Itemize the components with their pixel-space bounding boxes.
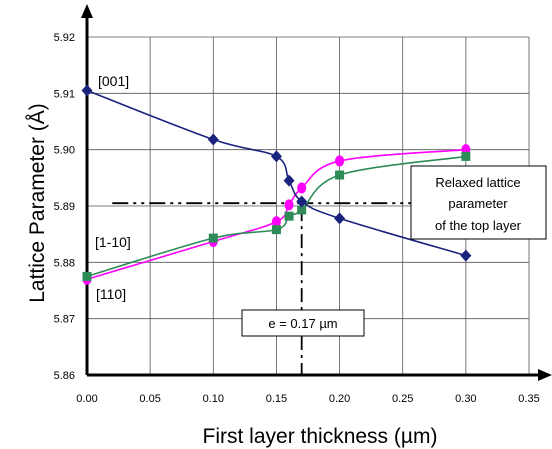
data-point-1-10: [297, 205, 307, 215]
data-point-001: [296, 195, 308, 208]
y-tick-label: 5.92: [54, 32, 75, 44]
series-label-1-10: [1-10]: [95, 234, 131, 250]
thickness-box: [241, 309, 365, 337]
x-tick-label: 0.05: [139, 393, 160, 405]
data-point-001: [460, 249, 472, 262]
y-tick-label: 5.86: [54, 370, 75, 382]
x-axis-title: First layer thickness (µm): [203, 425, 438, 448]
data-point-1-10: [208, 233, 218, 243]
y-tick-label: 5.89: [54, 201, 75, 213]
y-tick-label: 5.90: [54, 145, 75, 157]
data-point-110: [284, 199, 294, 211]
y-axis-title: Lattice Parameter (Å): [26, 103, 49, 303]
relaxed-lattice-box: [410, 165, 547, 240]
x-axis-arrow: [538, 369, 552, 381]
axes: [81, 4, 552, 381]
relaxed-lattice-annotation: Relaxed lattice parameter of the top lay…: [410, 165, 547, 240]
data-point-1-10: [284, 211, 294, 221]
data-series: [81, 84, 472, 285]
x-tick-label: 0.35: [518, 393, 539, 405]
x-tick-label: 0.10: [203, 393, 224, 405]
data-point-1-10: [271, 225, 281, 235]
data-point-001: [270, 150, 282, 163]
data-point-1-10: [335, 170, 345, 180]
x-tick-label: 0.15: [266, 393, 287, 405]
data-point-110: [271, 216, 281, 228]
relaxed-lattice-line-2: parameter: [448, 196, 508, 211]
data-point-001: [81, 84, 93, 97]
data-point-001: [207, 133, 219, 146]
y-tick-label: 5.88: [54, 257, 75, 269]
x-tick-label: 0.00: [76, 393, 97, 405]
data-point-001: [334, 212, 346, 225]
data-point-001: [283, 174, 295, 187]
y-tick-label: 5.91: [54, 88, 75, 100]
series-label-001: [001]: [98, 73, 129, 89]
thickness-label: e = 0.17 µm: [268, 316, 337, 331]
series-label-110: [110]: [96, 286, 126, 302]
y-tick-labels: 5.86 5.87 5.88 5.89 5.90 5.91 5.92: [54, 32, 75, 382]
data-point-1-10: [461, 151, 471, 161]
relaxed-lattice-line-1: Relaxed lattice: [435, 175, 520, 190]
x-tick-label: 0.20: [329, 393, 350, 405]
series-001: [81, 84, 472, 262]
reference-lines: [112, 202, 411, 375]
series-1-10: [82, 151, 471, 281]
x-tick-label: 0.30: [455, 393, 476, 405]
y-tick-label: 5.87: [54, 314, 75, 326]
data-point-1-10: [82, 271, 92, 281]
data-point-110: [335, 155, 345, 167]
x-tick-labels: 0.00 0.05 0.10 0.15 0.20 0.25 0.30 0.35: [76, 393, 539, 405]
y-axis-arrow: [81, 4, 93, 18]
data-point-110: [297, 182, 307, 194]
x-tick-label: 0.25: [392, 393, 413, 405]
relaxed-lattice-line-3: of the top layer: [435, 218, 522, 233]
thickness-annotation: e = 0.17 µm: [241, 309, 365, 337]
